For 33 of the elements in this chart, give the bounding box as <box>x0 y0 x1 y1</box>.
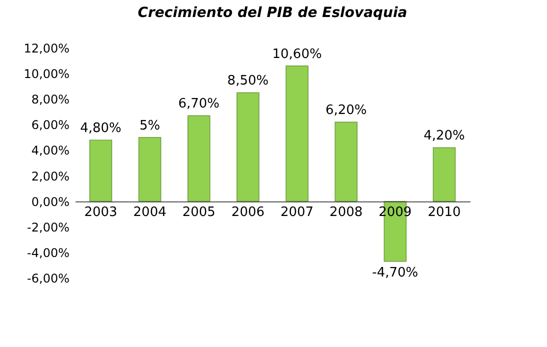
data-label: 8,50% <box>227 74 269 89</box>
y-tick-label: -6,00% <box>27 272 70 286</box>
bar <box>188 115 210 202</box>
data-label: -4,70% <box>372 265 418 280</box>
y-tick-label: 8,00% <box>31 92 70 107</box>
bar <box>432 147 456 202</box>
x-tick-label: 2003 <box>84 204 118 220</box>
bar <box>334 122 358 202</box>
x-tick-label: 2004 <box>133 204 166 220</box>
y-tick-label: 12,00% <box>24 42 70 56</box>
x-tick-label: 2008 <box>330 204 363 220</box>
y-tick-label: 4,00% <box>31 144 70 158</box>
x-tick-label: 2005 <box>182 204 216 220</box>
bar <box>286 66 308 202</box>
y-tick-label: -2,00% <box>27 220 70 234</box>
chart-title: Crecimiento del PIB de Eslovaquia <box>138 5 408 21</box>
data-label: 6,20% <box>325 103 367 118</box>
y-tick-label: 6,00% <box>31 118 70 132</box>
x-tick-label: 2007 <box>280 204 314 220</box>
bar <box>236 92 260 202</box>
y-tick-label: 0,00% <box>31 194 70 209</box>
data-label: 5% <box>140 118 160 134</box>
data-label: 4,80% <box>80 121 122 136</box>
bar <box>89 140 112 202</box>
data-label: 10,60% <box>272 46 322 62</box>
data-label: 4,20% <box>424 128 465 144</box>
y-tick-label: -4,00% <box>27 246 70 260</box>
bar <box>138 137 162 202</box>
y-tick-label: 2,00% <box>31 169 70 184</box>
x-tick-label: 2010 <box>428 204 461 220</box>
data-label: 6,70% <box>178 96 220 112</box>
x-tick-label: 2006 <box>231 204 265 220</box>
y-tick-label: 10,00% <box>24 67 70 82</box>
